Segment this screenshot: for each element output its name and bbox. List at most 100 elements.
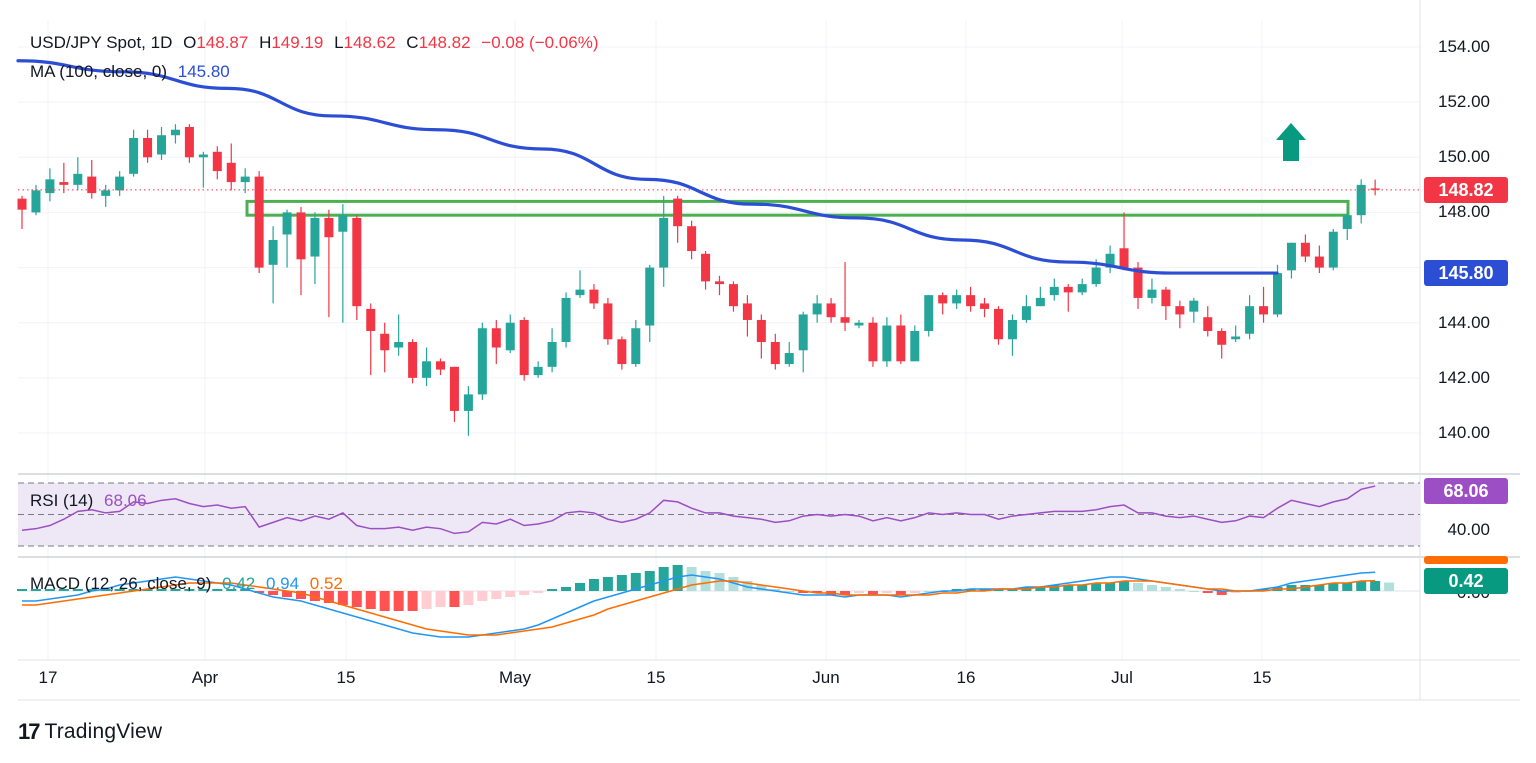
candle-body bbox=[505, 322, 515, 351]
candle-body bbox=[728, 284, 738, 307]
macd-hist-bar bbox=[351, 591, 362, 607]
candle-body bbox=[687, 226, 697, 252]
ma-price-tag: 145.80 bbox=[1424, 260, 1508, 286]
ma-100-line bbox=[16, 59, 1279, 275]
candle-body bbox=[31, 190, 41, 213]
time-tick-label: 15 bbox=[336, 668, 356, 687]
candle-body bbox=[1245, 306, 1255, 334]
price-tick-label: 150.00 bbox=[1438, 147, 1490, 167]
macd-hist-bar bbox=[1174, 589, 1185, 591]
macd-hist-bar bbox=[337, 591, 348, 605]
macd-hist-tag: 0.42 bbox=[1424, 568, 1508, 594]
candle-body bbox=[589, 289, 599, 304]
candle-body bbox=[157, 135, 166, 155]
candle-body bbox=[1119, 248, 1129, 268]
candle-body bbox=[129, 137, 139, 174]
candle-body bbox=[1328, 231, 1338, 268]
candle-body bbox=[1217, 330, 1227, 345]
brand-name: TradingView bbox=[44, 720, 163, 743]
up-arrow-shape bbox=[1276, 123, 1306, 161]
candle-body bbox=[17, 198, 27, 210]
candle-body bbox=[1300, 242, 1310, 257]
candle-body bbox=[1273, 273, 1282, 315]
candle-body bbox=[380, 333, 390, 351]
macd-signal-value: 0.52 bbox=[309, 574, 343, 593]
macd-hist-bar bbox=[630, 573, 641, 591]
macd-hist-bar bbox=[505, 591, 516, 597]
candle-body bbox=[1370, 188, 1380, 190]
macd-hist-bar bbox=[1300, 585, 1311, 591]
macd-hist-value: 0.42 bbox=[222, 574, 256, 593]
time-tick-label: 15 bbox=[646, 668, 666, 687]
candle-body bbox=[1077, 284, 1087, 293]
macd-hist-bar bbox=[644, 571, 655, 591]
candle-body bbox=[1231, 336, 1241, 340]
candle-body bbox=[1133, 267, 1143, 298]
symbol-legend[interactable]: USD/JPY Spot, 1D O148.87 H149.19 L148.62… bbox=[30, 33, 605, 53]
candle-body bbox=[840, 317, 850, 323]
ohlc-high: H149.19 bbox=[259, 33, 324, 52]
candle-body bbox=[477, 328, 487, 395]
macd-hist-bar bbox=[1328, 583, 1339, 591]
macd-hist-bar bbox=[100, 589, 111, 591]
macd-hist-bar bbox=[1105, 583, 1116, 591]
candle-body bbox=[798, 314, 808, 351]
macd-hist-bar bbox=[1160, 587, 1171, 591]
macd-hist-bar bbox=[449, 591, 460, 607]
macd-hist-bar bbox=[588, 579, 599, 591]
macd-hist-bar bbox=[393, 591, 404, 611]
macd-legend[interactable]: MACD (12, 26, close, 9) 0.42 0.94 0.52 bbox=[30, 574, 349, 594]
macd-hist-bar bbox=[1091, 583, 1102, 591]
candle-body bbox=[143, 137, 153, 158]
candle-body bbox=[784, 353, 794, 365]
candle-body bbox=[1007, 319, 1017, 340]
macd-hist-bar bbox=[519, 591, 530, 595]
moving-average-line bbox=[16, 59, 1279, 275]
macd-signal-tag bbox=[1424, 556, 1508, 564]
macd-hist-bar bbox=[1258, 589, 1269, 591]
macd-hist-bar bbox=[770, 589, 781, 591]
panel-borders bbox=[18, 0, 1520, 701]
macd-hist-bar bbox=[923, 591, 934, 592]
macd-hist-bar bbox=[1049, 585, 1060, 591]
tv-logo-icon: 17 bbox=[18, 719, 41, 744]
candlestick-series[interactable] bbox=[17, 124, 1421, 436]
candle-body bbox=[198, 154, 208, 158]
candle-body bbox=[994, 308, 1003, 340]
candle-body bbox=[561, 297, 571, 343]
macd-hist-bar bbox=[435, 591, 446, 607]
macd-hist-bar bbox=[1286, 585, 1297, 591]
candle-body bbox=[282, 212, 292, 235]
candle-body bbox=[324, 217, 334, 238]
candle-body bbox=[1356, 184, 1366, 216]
candle-body bbox=[1259, 306, 1269, 315]
time-tick-label: Jun bbox=[812, 668, 840, 687]
candle-body bbox=[463, 394, 473, 411]
rsi-line bbox=[21, 485, 1376, 535]
macd-hist-bar bbox=[1119, 581, 1130, 591]
last-price-tag: 148.82 bbox=[1424, 177, 1508, 203]
candle-body bbox=[59, 182, 69, 185]
macd-hist-bar bbox=[575, 583, 585, 591]
candle-body bbox=[952, 295, 962, 304]
resistance-zone-box bbox=[245, 199, 1350, 217]
candle-body bbox=[87, 176, 97, 194]
candle-body bbox=[212, 151, 222, 172]
rsi-legend[interactable]: RSI (14) 68.06 bbox=[30, 491, 153, 511]
macd-hist-bar bbox=[812, 591, 823, 593]
macd-signal-line bbox=[22, 579, 1376, 636]
macd-hist-bar bbox=[756, 585, 767, 591]
macd-hist-bar bbox=[240, 589, 251, 591]
candle-body bbox=[1049, 286, 1059, 296]
candle-body bbox=[436, 361, 445, 370]
ma-legend[interactable]: MA (100, close, 0) 145.80 bbox=[30, 62, 236, 82]
price-tick-label: 148.00 bbox=[1438, 202, 1490, 222]
macd-hist-bar bbox=[881, 591, 892, 593]
candle-body bbox=[449, 366, 459, 411]
tradingview-logo[interactable]: 17 TradingView bbox=[18, 719, 162, 745]
candle-body bbox=[1342, 215, 1352, 229]
resistance-zone bbox=[245, 199, 1350, 217]
candle-body bbox=[910, 330, 920, 362]
macd-hist-bar bbox=[798, 591, 809, 593]
